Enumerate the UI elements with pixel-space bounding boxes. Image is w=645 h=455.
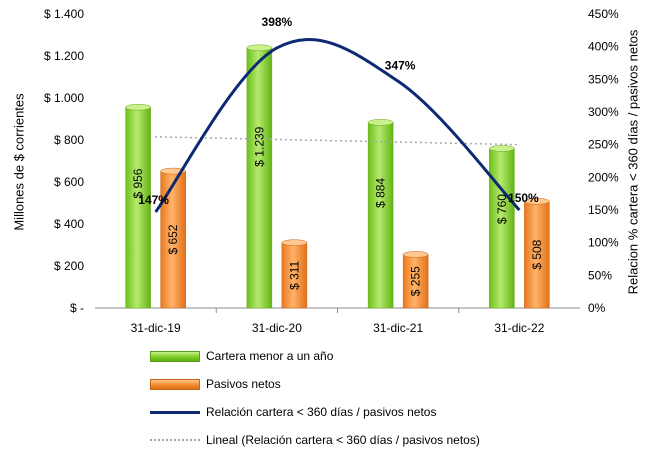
bar-pasivos [281, 242, 308, 309]
data-label-pasivos: $ 255 [409, 266, 423, 296]
x-tick-label: 31-dic-22 [494, 321, 544, 335]
y2-axis-title: Relacion % cartera < 360 días / pasivos … [625, 29, 641, 295]
data-label-pasivos: $ 508 [530, 239, 544, 269]
bar-cartera [489, 148, 515, 309]
x-tick-label: 31-dic-21 [373, 321, 423, 335]
data-label-relacion: 147% [138, 193, 169, 207]
data-label-cartera: $ 1.239 [252, 126, 266, 166]
bar-cartera [367, 122, 394, 309]
data-label-relacion: 347% [385, 58, 416, 72]
y2-tick-label: 300% [588, 105, 619, 119]
bar-cartera-cap [367, 119, 394, 126]
legend-item-lineal: Lineal (Relación cartera < 360 días / pa… [150, 429, 480, 451]
bar-pasivos-cap [524, 198, 550, 205]
y2-tick-label: 100% [588, 236, 619, 250]
y-axis-title: Millones de $ corrientes [11, 93, 27, 231]
legend-label-cartera: Cartera menor a un año [206, 349, 334, 363]
ratio-line [154, 38, 521, 213]
data-label-relacion: 398% [262, 15, 293, 29]
bar-cartera [125, 106, 151, 309]
y-tick-label: $ 1.200 [44, 49, 84, 63]
data-label-pasivos: $ 652 [166, 224, 180, 254]
bar-pasivos-cap [402, 251, 429, 258]
bar-cartera [246, 47, 273, 309]
x-tick-label: 31-dic-19 [131, 321, 181, 335]
bar-pasivos [402, 254, 429, 309]
bar-cartera-cap [246, 44, 273, 52]
y2-tick-label: 200% [588, 170, 619, 184]
y2-tick-label: 350% [588, 72, 619, 86]
bar-pasivos-cap [281, 239, 308, 246]
data-label-cartera: $ 760 [495, 194, 509, 224]
legend-swatch-lineal [150, 439, 200, 441]
legend-swatch-cartera [150, 350, 200, 362]
legend-item-pasivos: Pasivos netos [150, 373, 281, 395]
legend-label-pasivos: Pasivos netos [206, 377, 281, 391]
legend-item-relacion: Relación cartera < 360 días / pasivos ne… [150, 401, 436, 423]
bar-pasivos [524, 201, 550, 309]
y-tick-label: $ - [70, 301, 84, 315]
data-label-cartera: $ 956 [131, 168, 145, 198]
y2-tick-label: 0% [588, 301, 606, 315]
y2-tick-label: 150% [588, 203, 619, 217]
data-label-relacion: 150% [508, 191, 539, 205]
legend-swatch-pasivos [150, 378, 200, 390]
data-label-cartera: $ 884 [374, 178, 388, 208]
bar-cartera-cap [489, 145, 515, 152]
y-tick-label: $ 200 [54, 259, 84, 273]
y2-tick-label: 450% [588, 7, 619, 21]
y-tick-label: $ 400 [54, 217, 84, 231]
y2-tick-label: 50% [588, 268, 612, 282]
y-tick-label: $ 600 [54, 175, 84, 189]
legend-label-relacion: Relación cartera < 360 días / pasivos ne… [206, 405, 437, 419]
y-tick-label: $ 800 [54, 133, 84, 147]
data-label-pasivos: $ 311 [287, 260, 301, 289]
trendline [154, 136, 521, 146]
y-tick-label: $ 1.400 [44, 7, 84, 21]
y-tick-label: $ 1.000 [44, 91, 84, 105]
legend-item-cartera: Cartera menor a un año [150, 345, 333, 367]
bar-pasivos [160, 170, 186, 309]
y2-tick-label: 400% [588, 40, 619, 54]
x-tick-label: 31-dic-20 [252, 321, 302, 335]
y2-tick-label: 250% [588, 138, 619, 152]
legend-label-lineal: Lineal (Relación cartera < 360 días / pa… [206, 433, 480, 447]
bar-cartera-cap [125, 103, 151, 111]
legend-swatch-relacion [150, 410, 200, 414]
